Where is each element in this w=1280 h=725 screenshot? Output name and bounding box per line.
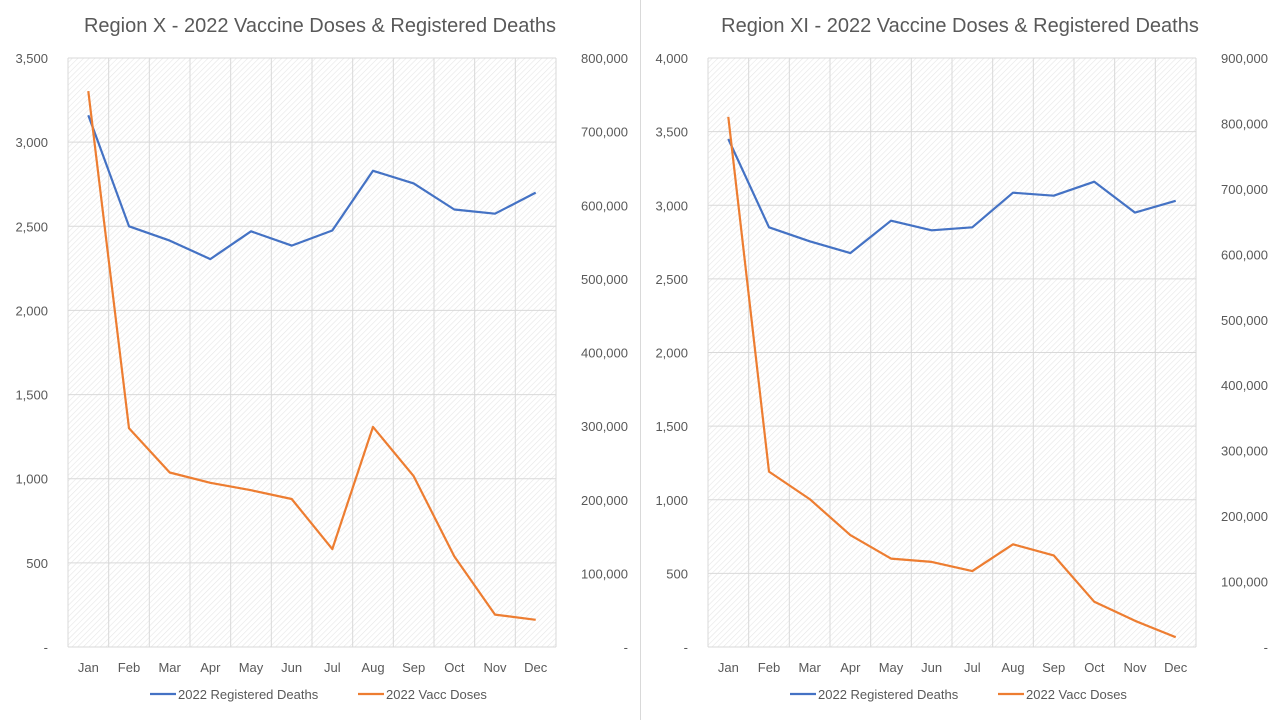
chart-panel-region-x: Region X - 2022 Vaccine Doses & Register… [0, 0, 640, 720]
chart-panel-region-xi: Region XI - 2022 Vaccine Doses & Registe… [640, 0, 1280, 720]
y-left-tick-label: 2,000 [15, 303, 48, 318]
y-left-tick-label: 1,500 [15, 388, 48, 403]
y-left-tick-label: 2,000 [655, 346, 688, 361]
x-tick-label: Apr [840, 660, 861, 675]
legend-label: 2022 Registered Deaths [178, 687, 319, 702]
y-right-tick-label: 400,000 [581, 346, 628, 361]
y-left-tick-label: 3,000 [15, 135, 48, 150]
legend-label: 2022 Registered Deaths [818, 687, 959, 702]
y-right-tick-label: - [624, 640, 628, 655]
x-tick-label: Dec [524, 660, 548, 675]
chart-title: Region X - 2022 Vaccine Doses & Register… [84, 15, 556, 37]
legend-item: 2022 Registered Deaths [790, 687, 959, 702]
y-right-tick-label: 800,000 [1221, 116, 1268, 131]
y-right-tick-label: 400,000 [1221, 378, 1268, 393]
y-left-tick-label: 3,500 [15, 51, 48, 66]
y-left-tick-label: 2,500 [15, 219, 48, 234]
y-right-tick-label: 200,000 [1221, 509, 1268, 524]
x-tick-label: Mar [158, 660, 181, 675]
legend-label: 2022 Vacc Doses [386, 687, 487, 702]
x-tick-label: Jun [281, 660, 302, 675]
x-tick-label: May [879, 660, 904, 675]
legend-label: 2022 Vacc Doses [1026, 687, 1127, 702]
y-right-tick-label: 200,000 [581, 493, 628, 508]
chart-region-x: Region X - 2022 Vaccine Doses & Register… [0, 0, 640, 720]
y-left-tick-label: 4,000 [655, 51, 688, 66]
x-tick-label: Apr [200, 660, 221, 675]
y-left-tick-label: - [684, 640, 688, 655]
x-tick-label: Jan [78, 660, 99, 675]
chart-title: Region XI - 2022 Vaccine Doses & Registe… [721, 15, 1199, 37]
x-tick-label: Aug [361, 660, 384, 675]
x-tick-label: Jun [921, 660, 942, 675]
x-tick-label: Nov [1123, 660, 1147, 675]
y-right-tick-label: 900,000 [1221, 51, 1268, 66]
y-right-tick-label: 700,000 [581, 125, 628, 140]
x-tick-label: Feb [758, 660, 780, 675]
y-left-tick-label: 2,500 [655, 272, 688, 287]
y-left-tick-label: 3,000 [655, 198, 688, 213]
y-left-tick-label: 500 [26, 556, 48, 571]
x-tick-label: Aug [1001, 660, 1024, 675]
y-right-tick-label: 100,000 [581, 566, 628, 581]
y-left-tick-label: 3,500 [655, 125, 688, 140]
x-tick-label: Sep [402, 660, 425, 675]
chart-region-xi: Region XI - 2022 Vaccine Doses & Registe… [640, 0, 1280, 720]
x-tick-label: Feb [118, 660, 140, 675]
y-right-tick-label: 600,000 [581, 198, 628, 213]
y-right-tick-label: 700,000 [1221, 182, 1268, 197]
y-right-tick-label: 800,000 [581, 51, 628, 66]
x-tick-label: Oct [444, 660, 465, 675]
y-left-tick-label: 1,000 [15, 472, 48, 487]
y-right-tick-label: 300,000 [1221, 444, 1268, 459]
y-right-tick-label: 100,000 [1221, 575, 1268, 590]
y-left-tick-label: 1,500 [655, 419, 688, 434]
y-left-tick-label: - [44, 640, 48, 655]
y-right-tick-label: - [1264, 640, 1268, 655]
x-tick-label: May [239, 660, 264, 675]
x-tick-label: Jul [964, 660, 981, 675]
y-right-tick-label: 500,000 [581, 272, 628, 287]
y-left-tick-label: 500 [666, 566, 688, 581]
x-tick-label: Jul [324, 660, 341, 675]
y-right-tick-label: 600,000 [1221, 247, 1268, 262]
legend-item: 2022 Vacc Doses [358, 687, 487, 702]
y-right-tick-label: 500,000 [1221, 313, 1268, 328]
legend-item: 2022 Registered Deaths [150, 687, 319, 702]
y-right-tick-label: 300,000 [581, 419, 628, 434]
x-tick-label: Jan [718, 660, 739, 675]
x-tick-label: Oct [1084, 660, 1105, 675]
x-tick-label: Nov [483, 660, 507, 675]
x-tick-label: Mar [798, 660, 821, 675]
x-tick-label: Dec [1164, 660, 1188, 675]
legend-item: 2022 Vacc Doses [998, 687, 1127, 702]
y-left-tick-label: 1,000 [655, 493, 688, 508]
x-tick-label: Sep [1042, 660, 1065, 675]
